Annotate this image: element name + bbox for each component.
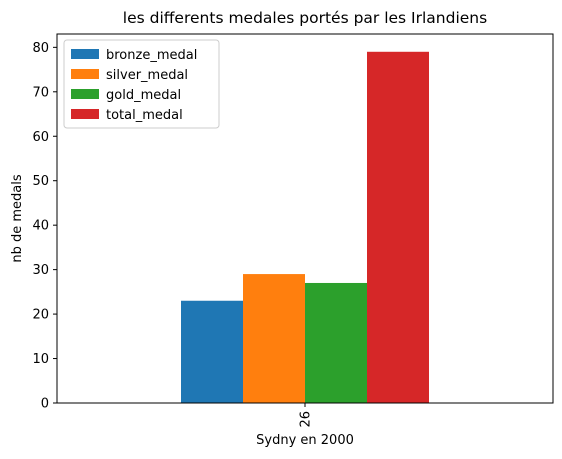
legend: bronze_medal silver_medal gold_medal total_… [63, 39, 220, 129]
x-axis-label: Sydny en 2000 [256, 433, 354, 448]
y-tick-label: 10 [32, 352, 49, 367]
y-tick-label: 0 [41, 397, 49, 412]
y-tick-label: 60 [32, 130, 49, 145]
y-axis-label: nb de medals [10, 174, 25, 262]
legend-swatch-bronze-medal [71, 49, 99, 59]
legend-label-gold-medal: gold_medal [106, 88, 181, 103]
plot-frame [56, 33, 554, 404]
legend-box [63, 39, 220, 129]
y-axis: 0 10 20 30 40 50 60 70 80 [32, 41, 57, 412]
bar-bronze-medal [181, 300, 243, 403]
y-tick-label: 50 [32, 174, 49, 189]
x-tick-label: 26 [299, 411, 314, 428]
y-tick-label: 40 [32, 219, 49, 234]
bar-silver-medal [243, 274, 305, 403]
y-tick-label: 80 [32, 41, 49, 56]
chart-title: les differents medales portés par les Ir… [123, 9, 487, 27]
legend-swatch-gold-medal [71, 89, 99, 99]
legend-label-silver-medal: silver_medal [106, 68, 188, 83]
bars-group [181, 51, 429, 403]
x-axis: 26 [299, 403, 314, 428]
y-tick-label: 20 [32, 308, 49, 323]
legend-swatch-total-medal [71, 109, 99, 119]
legend-label-bronze-medal: bronze_medal [106, 48, 197, 63]
bar-total-medal [367, 51, 429, 403]
bar-gold-medal [305, 282, 367, 403]
legend-swatch-silver-medal [71, 69, 99, 79]
y-tick-label: 30 [32, 263, 49, 278]
legend-label-total-medal: total_medal [106, 108, 183, 123]
y-tick-label: 70 [32, 85, 49, 100]
